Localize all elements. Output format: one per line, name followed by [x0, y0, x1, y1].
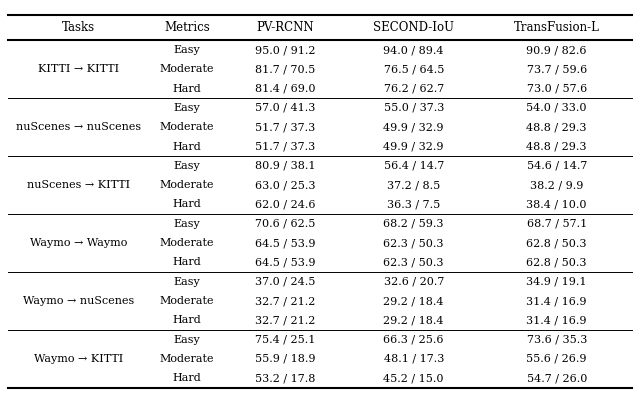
Text: nuScenes → nuScenes: nuScenes → nuScenes — [17, 122, 141, 132]
Text: 31.4 / 16.9: 31.4 / 16.9 — [527, 296, 587, 306]
Text: Easy: Easy — [173, 103, 200, 113]
Text: 62.3 / 50.3: 62.3 / 50.3 — [383, 238, 444, 248]
Text: 32.7 / 21.2: 32.7 / 21.2 — [255, 296, 316, 306]
Text: Moderate: Moderate — [160, 122, 214, 132]
Text: 55.9 / 18.9: 55.9 / 18.9 — [255, 354, 316, 364]
Text: 54.0 / 33.0: 54.0 / 33.0 — [527, 103, 587, 113]
Text: 64.5 / 53.9: 64.5 / 53.9 — [255, 238, 316, 248]
Text: Easy: Easy — [173, 277, 200, 287]
Text: 34.9 / 19.1: 34.9 / 19.1 — [527, 277, 587, 287]
Text: Hard: Hard — [173, 373, 202, 383]
Text: Moderate: Moderate — [160, 180, 214, 190]
Text: 48.8 / 29.3: 48.8 / 29.3 — [527, 122, 587, 132]
Text: Hard: Hard — [173, 315, 202, 325]
Text: 48.1 / 17.3: 48.1 / 17.3 — [383, 354, 444, 364]
Text: 45.2 / 15.0: 45.2 / 15.0 — [383, 373, 444, 383]
Text: Waymo → KITTI: Waymo → KITTI — [35, 354, 124, 364]
Text: 31.4 / 16.9: 31.4 / 16.9 — [527, 315, 587, 325]
Text: 66.3 / 25.6: 66.3 / 25.6 — [383, 335, 444, 344]
Text: 76.5 / 64.5: 76.5 / 64.5 — [383, 64, 444, 74]
Text: 38.4 / 10.0: 38.4 / 10.0 — [527, 199, 587, 209]
Text: 73.7 / 59.6: 73.7 / 59.6 — [527, 64, 587, 74]
Text: 70.6 / 62.5: 70.6 / 62.5 — [255, 219, 316, 229]
Text: 54.6 / 14.7: 54.6 / 14.7 — [527, 161, 587, 171]
Text: Hard: Hard — [173, 258, 202, 267]
Text: 48.8 / 29.3: 48.8 / 29.3 — [527, 141, 587, 152]
Text: 62.8 / 50.3: 62.8 / 50.3 — [527, 238, 587, 248]
Text: 57.0 / 41.3: 57.0 / 41.3 — [255, 103, 316, 113]
Text: 81.4 / 69.0: 81.4 / 69.0 — [255, 84, 316, 94]
Text: 37.2 / 8.5: 37.2 / 8.5 — [387, 180, 440, 190]
Text: 63.0 / 25.3: 63.0 / 25.3 — [255, 180, 316, 190]
Text: 94.0 / 89.4: 94.0 / 89.4 — [383, 45, 444, 55]
Text: 95.0 / 91.2: 95.0 / 91.2 — [255, 45, 316, 55]
Text: 68.7 / 57.1: 68.7 / 57.1 — [527, 219, 587, 229]
Text: 62.3 / 50.3: 62.3 / 50.3 — [383, 258, 444, 267]
Text: Moderate: Moderate — [160, 64, 214, 74]
Text: 55.0 / 37.3: 55.0 / 37.3 — [383, 103, 444, 113]
Text: 29.2 / 18.4: 29.2 / 18.4 — [383, 296, 444, 306]
Text: Easy: Easy — [173, 45, 200, 55]
Text: 36.3 / 7.5: 36.3 / 7.5 — [387, 199, 440, 209]
Text: Hard: Hard — [173, 141, 202, 152]
Text: 53.2 / 17.8: 53.2 / 17.8 — [255, 373, 316, 383]
Text: Moderate: Moderate — [160, 296, 214, 306]
Text: Waymo → nuScenes: Waymo → nuScenes — [23, 296, 134, 306]
Text: Waymo → Waymo: Waymo → Waymo — [30, 238, 127, 248]
Text: 37.0 / 24.5: 37.0 / 24.5 — [255, 277, 316, 287]
Text: Hard: Hard — [173, 84, 202, 94]
Text: 51.7 / 37.3: 51.7 / 37.3 — [255, 141, 315, 152]
Text: Moderate: Moderate — [160, 354, 214, 364]
Text: 75.4 / 25.1: 75.4 / 25.1 — [255, 335, 316, 344]
Text: 73.0 / 57.6: 73.0 / 57.6 — [527, 84, 587, 94]
Text: Easy: Easy — [173, 335, 200, 344]
Text: 49.9 / 32.9: 49.9 / 32.9 — [383, 122, 444, 132]
Text: Moderate: Moderate — [160, 238, 214, 248]
Text: 80.9 / 38.1: 80.9 / 38.1 — [255, 161, 316, 171]
Text: Easy: Easy — [173, 161, 200, 171]
Text: 64.5 / 53.9: 64.5 / 53.9 — [255, 258, 316, 267]
Text: Tasks: Tasks — [62, 21, 95, 34]
Text: 54.7 / 26.0: 54.7 / 26.0 — [527, 373, 587, 383]
Text: 62.8 / 50.3: 62.8 / 50.3 — [527, 258, 587, 267]
Text: Easy: Easy — [173, 219, 200, 229]
Text: 51.7 / 37.3: 51.7 / 37.3 — [255, 122, 315, 132]
Text: SECOND-IoU: SECOND-IoU — [373, 21, 454, 34]
Text: 76.2 / 62.7: 76.2 / 62.7 — [383, 84, 444, 94]
Text: 55.6 / 26.9: 55.6 / 26.9 — [527, 354, 587, 364]
Text: 38.2 / 9.9: 38.2 / 9.9 — [530, 180, 584, 190]
Text: 29.2 / 18.4: 29.2 / 18.4 — [383, 315, 444, 325]
Text: 49.9 / 32.9: 49.9 / 32.9 — [383, 141, 444, 152]
Text: 73.6 / 35.3: 73.6 / 35.3 — [527, 335, 587, 344]
Text: 32.6 / 20.7: 32.6 / 20.7 — [383, 277, 444, 287]
Text: 62.0 / 24.6: 62.0 / 24.6 — [255, 199, 316, 209]
Text: TransFusion-L: TransFusion-L — [514, 21, 600, 34]
Text: Metrics: Metrics — [164, 21, 210, 34]
Text: nuScenes → KITTI: nuScenes → KITTI — [28, 180, 131, 190]
Text: 68.2 / 59.3: 68.2 / 59.3 — [383, 219, 444, 229]
Text: 56.4 / 14.7: 56.4 / 14.7 — [383, 161, 444, 171]
Text: 32.7 / 21.2: 32.7 / 21.2 — [255, 315, 316, 325]
Text: Hard: Hard — [173, 199, 202, 209]
Text: 90.9 / 82.6: 90.9 / 82.6 — [527, 45, 587, 55]
Text: PV-RCNN: PV-RCNN — [256, 21, 314, 34]
Text: 81.7 / 70.5: 81.7 / 70.5 — [255, 64, 315, 74]
Text: KITTI → KITTI: KITTI → KITTI — [38, 64, 120, 74]
